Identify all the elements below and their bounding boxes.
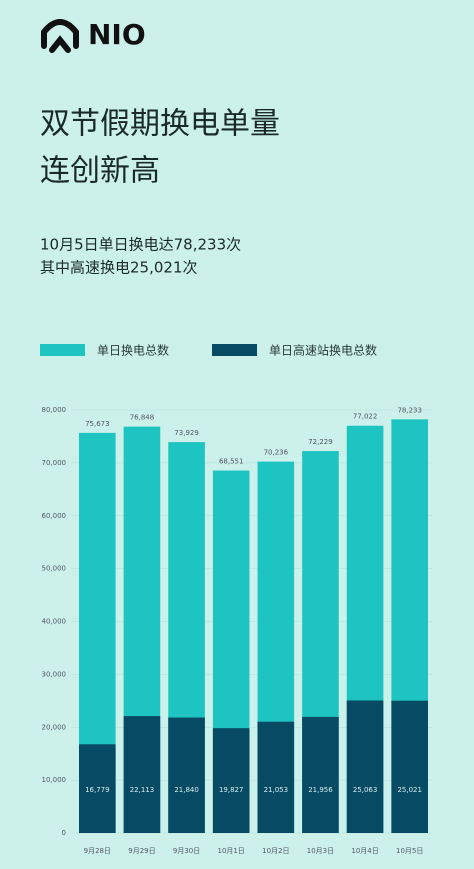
x-tick-label: 9月28日 xyxy=(84,847,111,855)
x-tick-label: 10月5日 xyxy=(396,847,423,855)
legend-label: 单日换电总数 xyxy=(97,343,169,358)
value-label: 21,956 xyxy=(308,786,333,794)
y-tick-label: 80,000 xyxy=(42,406,67,414)
value-label: 25,063 xyxy=(353,786,378,794)
value-label: 16,779 xyxy=(85,786,110,794)
x-tick-label: 9月30日 xyxy=(173,847,200,855)
value-label: 21,840 xyxy=(174,786,199,794)
bar xyxy=(302,716,339,833)
legend-label: 单日高速站换电总数 xyxy=(269,343,377,358)
y-tick-label: 10,000 xyxy=(42,776,67,784)
value-label: 68,551 xyxy=(219,458,244,466)
title: 连创新高 xyxy=(40,154,160,189)
x-tick-label: 10月4日 xyxy=(351,847,378,855)
value-label: 77,022 xyxy=(353,413,378,421)
x-tick-label: 10月3日 xyxy=(307,847,334,855)
bar xyxy=(168,717,205,833)
value-label: 25,021 xyxy=(397,786,422,794)
y-tick-label: 30,000 xyxy=(42,670,67,678)
bar xyxy=(346,700,384,833)
title: 双节假期换电单量 xyxy=(40,107,280,142)
value-label: 75,673 xyxy=(85,420,110,428)
bar xyxy=(212,728,250,833)
y-tick-label: 70,000 xyxy=(42,459,67,467)
value-label: 21,053 xyxy=(264,786,289,794)
y-tick-label: 60,000 xyxy=(42,512,67,520)
logo-icon xyxy=(41,19,79,53)
x-tick-label: 9月29日 xyxy=(128,847,155,855)
y-tick-label: 20,000 xyxy=(42,723,67,731)
x-tick-label: 10月1日 xyxy=(218,847,245,855)
legend-swatch xyxy=(212,344,257,356)
bar xyxy=(79,744,116,833)
bar xyxy=(257,721,295,833)
logo-text: NIO xyxy=(88,18,146,51)
value-label: 22,113 xyxy=(130,786,155,794)
y-tick-label: 0 xyxy=(62,829,66,837)
value-label: 76,848 xyxy=(130,414,155,422)
x-tick-label: 10月2日 xyxy=(262,847,289,855)
value-label: 73,929 xyxy=(174,429,199,437)
legend-swatch xyxy=(40,344,85,356)
bar xyxy=(123,716,161,833)
value-label: 78,233 xyxy=(397,406,422,414)
value-label: 19,827 xyxy=(219,786,244,794)
y-tick-label: 50,000 xyxy=(42,565,67,573)
value-label: 70,236 xyxy=(264,449,289,457)
y-tick-label: 40,000 xyxy=(42,618,67,626)
value-label: 72,229 xyxy=(308,438,333,446)
subtitle: 10月5日单日换电达78,233次 xyxy=(40,236,241,254)
subtitle: 其中高速换电25,021次 xyxy=(40,259,198,277)
bar xyxy=(391,700,428,833)
